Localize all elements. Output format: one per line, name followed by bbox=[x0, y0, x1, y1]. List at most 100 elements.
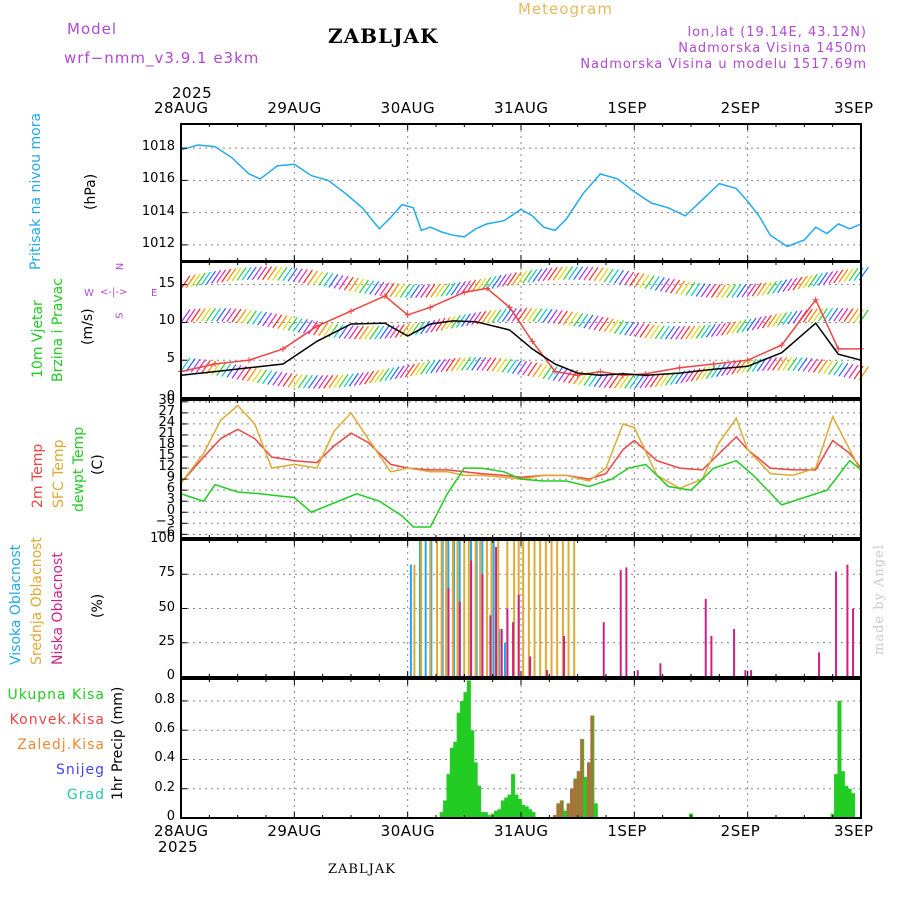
wind-barb bbox=[302, 269, 313, 284]
wind-barb bbox=[211, 307, 222, 322]
wind-barb bbox=[608, 374, 619, 389]
wind-barb bbox=[767, 313, 777, 328]
wind-barb bbox=[200, 271, 211, 286]
year-bottom: 2025 bbox=[158, 838, 199, 856]
gust-point bbox=[280, 345, 286, 352]
wind-barb bbox=[359, 279, 369, 294]
y-tick-label: 24 bbox=[158, 414, 175, 430]
y-tick-label: 21 bbox=[158, 425, 175, 441]
wind-barb bbox=[624, 271, 635, 286]
wind-barb bbox=[746, 358, 757, 373]
legend-snow: Snijeg bbox=[55, 762, 105, 778]
wind-barb bbox=[578, 266, 589, 281]
wind-barb bbox=[563, 368, 573, 383]
wind-barb bbox=[818, 359, 828, 374]
wind-barb bbox=[649, 373, 660, 388]
cloud-bar bbox=[424, 540, 427, 677]
wind-barb bbox=[190, 273, 201, 288]
gust-point bbox=[484, 285, 490, 292]
precip-bar bbox=[511, 774, 516, 818]
wind-barb bbox=[573, 312, 584, 327]
wind-barb bbox=[246, 367, 257, 382]
cloud-bar bbox=[846, 564, 849, 677]
cloud-bar bbox=[750, 670, 753, 677]
model-name: wrf−nmm_v3.9.1 e3km bbox=[64, 49, 260, 67]
wind-barb bbox=[302, 319, 313, 334]
wind-barb bbox=[680, 325, 691, 340]
wind-title-2: Brzina i Pravac bbox=[50, 278, 66, 382]
wind-barb bbox=[251, 266, 262, 281]
wind-barb bbox=[802, 274, 813, 289]
wind-barb bbox=[731, 320, 742, 334]
cloud-bar bbox=[513, 540, 516, 677]
wind-barb bbox=[557, 368, 568, 382]
precip-bar bbox=[524, 806, 529, 818]
wind-barb bbox=[236, 309, 247, 323]
cloud-bar bbox=[512, 622, 515, 677]
wind-barb bbox=[608, 319, 619, 333]
y-tick-label: 27 bbox=[158, 403, 175, 419]
date-label: 2SEP bbox=[720, 822, 761, 840]
wind-barb bbox=[476, 357, 487, 371]
wind-barb bbox=[654, 277, 665, 291]
wind-barb bbox=[772, 313, 783, 327]
compass-arrows: <-|-> bbox=[100, 287, 128, 298]
wind-barb bbox=[823, 271, 834, 285]
wind-barb bbox=[195, 359, 206, 373]
wind-barb bbox=[563, 311, 573, 325]
wind-barb bbox=[267, 266, 278, 281]
gust-point bbox=[710, 361, 717, 367]
wind-barb bbox=[440, 358, 451, 373]
wind-barb bbox=[348, 277, 359, 292]
wind-barb bbox=[685, 281, 696, 296]
wind-barb bbox=[348, 325, 359, 340]
wind-barb bbox=[379, 282, 390, 297]
wind-barb bbox=[675, 280, 686, 295]
wind-barb bbox=[512, 360, 522, 374]
wind-barb bbox=[537, 308, 548, 323]
wind-barb bbox=[716, 322, 726, 337]
gust-point bbox=[676, 364, 683, 371]
wind-barb bbox=[838, 362, 849, 377]
wind-barb bbox=[833, 269, 844, 284]
wind-barb bbox=[384, 282, 395, 297]
y-tick-label: 30 bbox=[158, 392, 175, 408]
wind-barb bbox=[812, 272, 823, 287]
wind-barb bbox=[486, 309, 497, 324]
wind-barb bbox=[211, 270, 222, 284]
wind-barb bbox=[384, 367, 395, 381]
precip-bar bbox=[480, 812, 485, 818]
wind-barb bbox=[364, 370, 375, 385]
wind-barb bbox=[659, 278, 670, 292]
gust-point bbox=[382, 293, 388, 299]
wind-barb bbox=[430, 318, 441, 333]
wind-barb bbox=[716, 284, 726, 299]
cloud-bar bbox=[498, 629, 501, 677]
wind-barb bbox=[608, 269, 619, 283]
wind-barb bbox=[379, 368, 390, 382]
wind-barb bbox=[226, 308, 237, 323]
y-tick-label: 1016 bbox=[141, 171, 175, 187]
precip-bar bbox=[556, 803, 560, 818]
wind-barb bbox=[705, 283, 716, 298]
cloud-bar bbox=[429, 540, 432, 677]
wind-barb bbox=[287, 267, 298, 282]
wind-barb bbox=[425, 319, 436, 334]
wind-barb bbox=[700, 366, 711, 380]
wind-barb bbox=[552, 266, 563, 281]
cloud-bar bbox=[625, 567, 628, 677]
y-tick-label: 18 bbox=[158, 437, 175, 452]
cloud-bar bbox=[550, 540, 553, 677]
precip-bar bbox=[446, 774, 451, 818]
wind-barb bbox=[328, 374, 339, 389]
wind-barb bbox=[741, 318, 752, 333]
wind-barb bbox=[206, 307, 216, 322]
precip-bar bbox=[847, 788, 852, 818]
y-tick-label: 6 bbox=[166, 481, 175, 497]
wind-barb bbox=[828, 307, 839, 322]
y-tick-label: 1012 bbox=[141, 235, 175, 251]
wind-barb bbox=[200, 307, 211, 322]
wind-barb bbox=[843, 308, 854, 322]
date-label: 29AUG bbox=[267, 99, 322, 117]
gust-point bbox=[404, 311, 411, 318]
